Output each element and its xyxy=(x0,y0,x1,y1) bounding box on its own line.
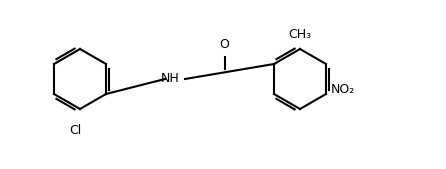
Text: NO₂: NO₂ xyxy=(331,82,355,95)
Text: O: O xyxy=(219,39,229,52)
Text: Cl: Cl xyxy=(69,124,81,137)
Text: CH₃: CH₃ xyxy=(289,28,312,41)
Text: NH: NH xyxy=(161,73,179,86)
